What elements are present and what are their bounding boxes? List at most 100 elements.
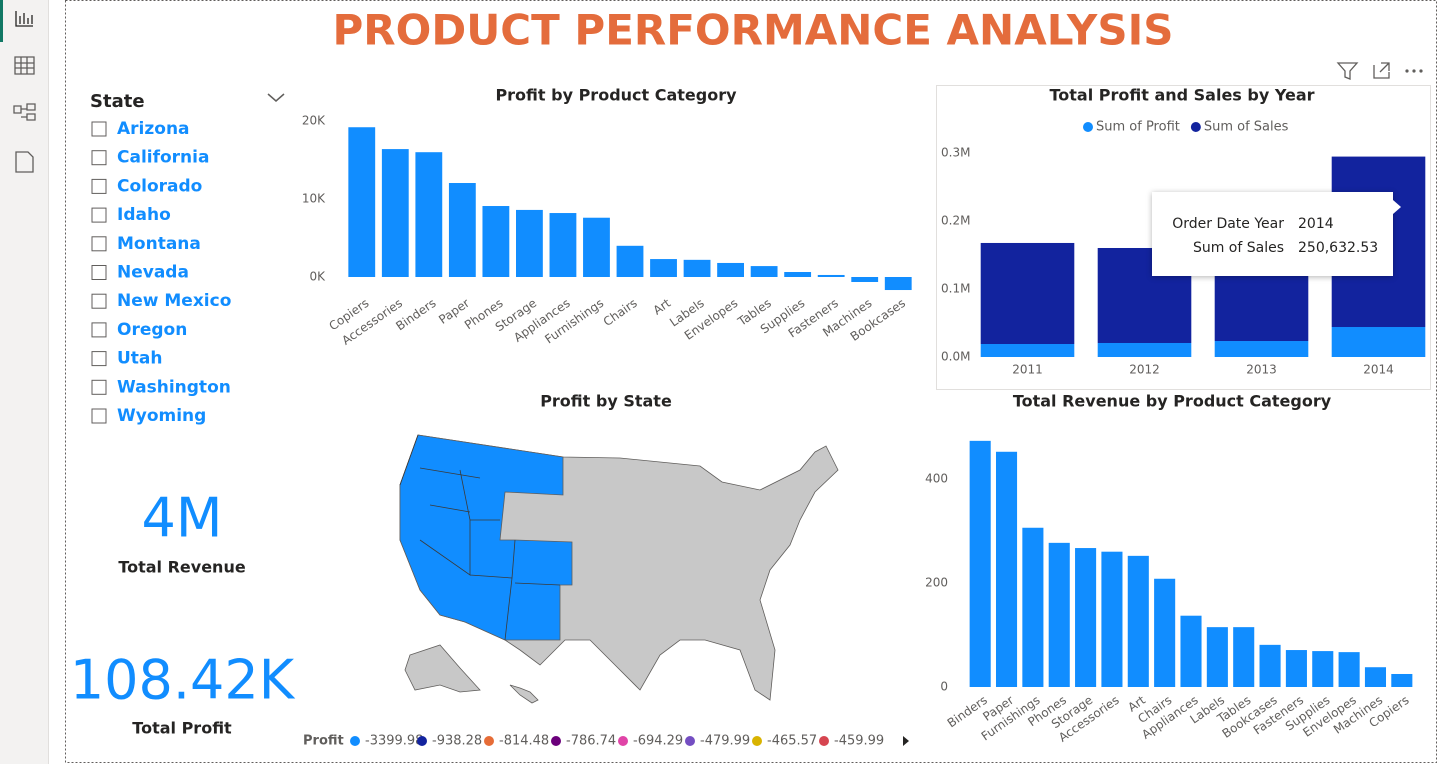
slicer-item[interactable]: Nevada	[117, 263, 189, 283]
checkbox[interactable]	[91, 408, 107, 424]
y-tick-label: 400	[925, 471, 948, 485]
legend-label: -465.57	[767, 734, 817, 749]
legend-label: Sum of Sales	[1204, 120, 1289, 135]
checkbox[interactable]	[91, 236, 107, 252]
slicer-item[interactable]: Washington	[117, 377, 231, 397]
visual-focus-border	[936, 85, 1431, 390]
slicer-item[interactable]: Arizona	[117, 119, 190, 139]
bar[interactable]	[482, 206, 510, 277]
slicer-item[interactable]: Wyoming	[117, 406, 206, 426]
dax-view-icon[interactable]	[15, 151, 34, 173]
bar-segment[interactable]	[1214, 341, 1309, 357]
bar[interactable]	[1391, 673, 1413, 687]
checkbox[interactable]	[91, 207, 107, 223]
tooltip-pointer	[1393, 200, 1401, 214]
table-view-icon[interactable]	[14, 56, 35, 75]
checkbox[interactable]	[91, 351, 107, 367]
bar[interactable]	[1338, 652, 1360, 687]
bar[interactable]	[817, 274, 845, 277]
bar[interactable]	[1048, 542, 1070, 687]
bar[interactable]	[348, 127, 376, 278]
y-tick-label: 0.3M	[941, 146, 970, 160]
legend-label: -814.48	[499, 734, 549, 749]
slicer-item[interactable]: Colorado	[117, 176, 202, 196]
filter-icon[interactable]	[1336, 62, 1359, 80]
focus-mode-icon[interactable]	[1373, 62, 1390, 79]
state-borders	[399, 434, 561, 641]
slicer-item[interactable]: New Mexico	[117, 291, 231, 311]
checkbox[interactable]	[91, 322, 107, 338]
card-label: Total Revenue	[118, 558, 246, 577]
bar[interactable]	[549, 213, 577, 277]
slicer-item[interactable]: Utah	[117, 349, 163, 369]
checkbox[interactable]	[91, 178, 107, 194]
chart-title: Profit by State	[540, 392, 672, 411]
bar[interactable]	[381, 149, 409, 277]
checkbox[interactable]	[91, 121, 107, 137]
legend-marker	[752, 736, 762, 746]
bar[interactable]	[516, 209, 543, 277]
checkbox[interactable]	[91, 150, 107, 166]
alaska	[404, 644, 481, 693]
model-view-icon[interactable]	[13, 103, 36, 121]
bar[interactable]	[884, 277, 912, 291]
card-value: 108.42K	[70, 649, 296, 712]
bar[interactable]	[1259, 644, 1281, 687]
bar[interactable]	[1233, 627, 1255, 687]
x-tick-label: 2013	[1246, 363, 1277, 377]
bar[interactable]	[784, 272, 812, 277]
legend-label: -786.74	[566, 734, 616, 749]
checkbox[interactable]	[91, 293, 107, 309]
active-indicator	[0, 0, 3, 42]
legend-marker	[685, 736, 695, 746]
y-tick-label: 0.1M	[941, 282, 970, 296]
bar[interactable]	[448, 183, 476, 277]
x-tick-label: 2011	[1012, 363, 1043, 377]
bar[interactable]	[1022, 527, 1044, 687]
bar[interactable]	[1101, 551, 1123, 687]
checkbox[interactable]	[91, 265, 107, 280]
bar[interactable]	[650, 259, 677, 277]
bar[interactable]	[969, 440, 991, 687]
y-tick-label: 20K	[302, 114, 326, 128]
canvas-border	[65, 0, 1437, 763]
checkbox[interactable]	[91, 379, 107, 395]
bar[interactable]	[583, 217, 610, 277]
bar-segment[interactable]	[980, 344, 1075, 357]
bar[interactable]	[1154, 578, 1176, 687]
bar[interactable]	[1127, 555, 1149, 687]
slicer-chevron[interactable]	[267, 93, 285, 102]
card-value: 4M	[142, 487, 223, 550]
y-tick-label: 0	[940, 680, 948, 694]
report-view-icon[interactable]	[15, 11, 33, 27]
legend-next-arrow[interactable]	[903, 736, 909, 746]
x-tick-label: 2012	[1129, 363, 1160, 377]
bar[interactable]	[750, 266, 778, 277]
bar[interactable]	[851, 277, 879, 282]
bar[interactable]	[1180, 615, 1202, 687]
bar[interactable]	[717, 262, 744, 277]
legend-label: -3399.98	[365, 734, 423, 749]
legend-label: -938.28	[432, 734, 482, 749]
bar[interactable]	[1285, 650, 1307, 687]
slicer-item[interactable]: Oregon	[117, 320, 187, 340]
bar[interactable]	[1206, 627, 1228, 687]
bar[interactable]	[616, 245, 644, 277]
bar-segment[interactable]	[1331, 327, 1426, 357]
bar[interactable]	[1075, 548, 1097, 687]
bar[interactable]	[683, 259, 711, 277]
slicer-item[interactable]: Idaho	[117, 205, 171, 225]
hawaii	[509, 684, 539, 704]
bar[interactable]	[1364, 667, 1387, 687]
bar[interactable]	[995, 451, 1018, 687]
slicer-item[interactable]: California	[117, 148, 209, 168]
more-options-icon[interactable]	[1405, 69, 1423, 73]
legend-marker	[484, 736, 494, 746]
us-map	[399, 434, 839, 704]
slicer-item[interactable]: Montana	[117, 234, 201, 254]
bar[interactable]	[1312, 651, 1334, 687]
bar-segment[interactable]	[1097, 342, 1192, 357]
bar[interactable]	[415, 152, 443, 277]
bar-segment[interactable]	[980, 242, 1075, 345]
card-label: Total Profit	[132, 719, 232, 738]
